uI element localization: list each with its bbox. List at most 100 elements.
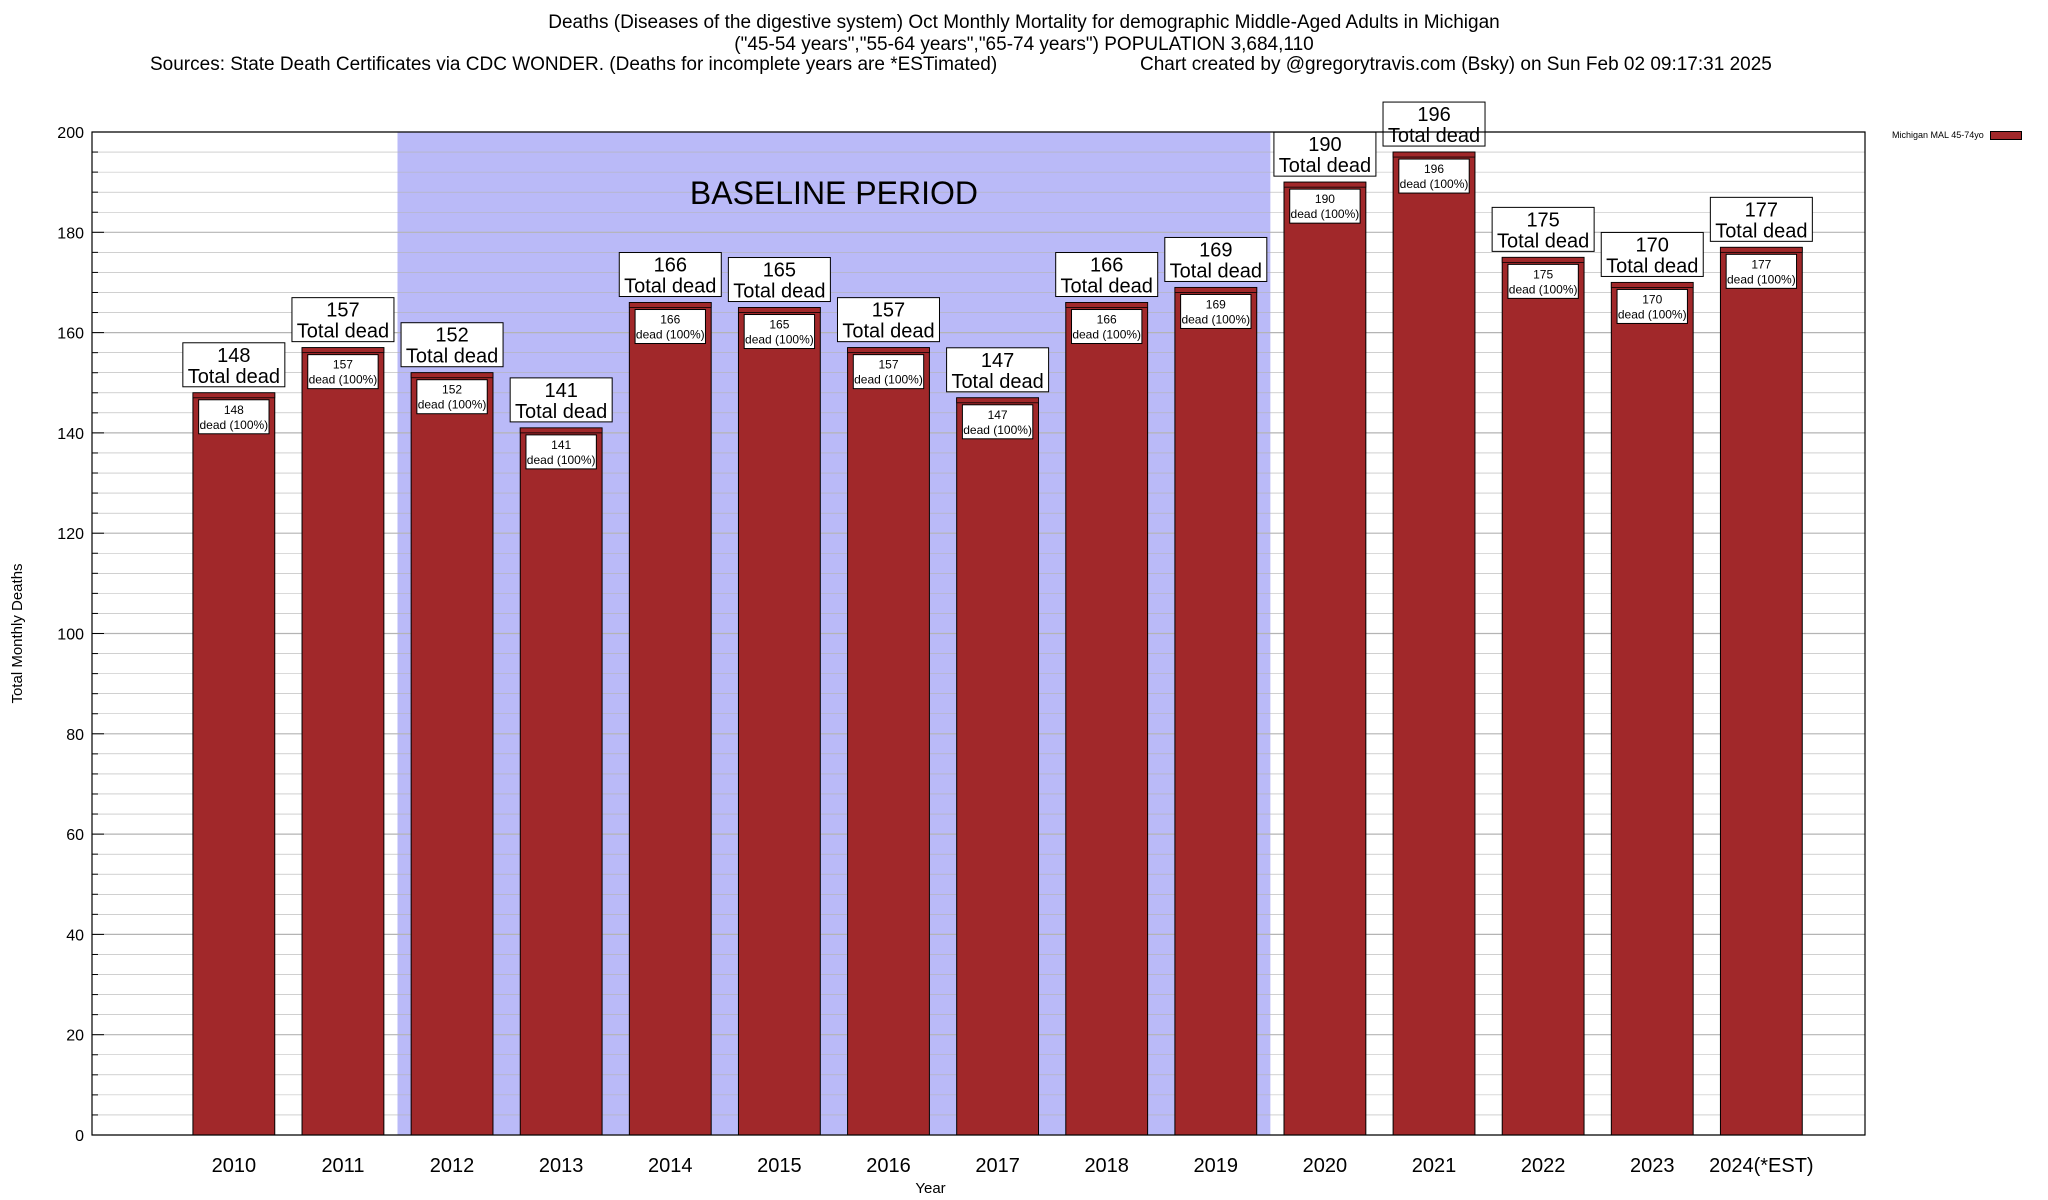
total-value-label: 165 [763, 260, 796, 282]
bar [192, 392, 276, 1136]
total-text-label: Total dead [1497, 230, 1589, 252]
inner-label-box [1725, 253, 1798, 289]
inner-label-box [198, 399, 270, 435]
inner-percent-label: dead (100%) [636, 328, 705, 342]
bar-cap [410, 372, 494, 379]
bar [1501, 256, 1585, 1136]
inner-percent-label: dead (100%) [854, 373, 923, 387]
inner-value-label: 166 [1097, 313, 1117, 327]
bar-cap [301, 347, 385, 354]
y-tick-label: 20 [66, 1028, 84, 1045]
total-text-label: Total dead [733, 281, 825, 303]
total-text-label: Total dead [624, 276, 716, 298]
inner-value-label: 157 [878, 358, 898, 372]
inner-label-box [634, 309, 706, 345]
total-value-label: 169 [1199, 239, 1232, 261]
chart-title: Deaths (Diseases of the digestive system… [0, 12, 2048, 56]
inner-label-box [1507, 263, 1579, 299]
total-label-box [1055, 252, 1159, 298]
bar-cap [192, 392, 276, 399]
inner-value-label: 148 [224, 403, 244, 417]
bar-cap [1174, 287, 1258, 293]
x-tick-label: 2013 [539, 1155, 584, 1177]
inner-value-label: 166 [660, 313, 680, 327]
bar-cap [738, 307, 821, 313]
total-text-label: Total dead [1606, 255, 1698, 277]
bar [519, 427, 603, 1136]
total-text-label: Total dead [1388, 125, 1480, 147]
total-label-box [946, 347, 1050, 393]
inner-percent-label: dead (100%) [963, 423, 1032, 437]
x-tick-label: 2014 [648, 1155, 693, 1177]
y-tick-label: 60 [66, 827, 84, 844]
y-tick-label: 200 [57, 125, 84, 142]
total-label-box [1600, 231, 1704, 277]
bar-cap [1501, 256, 1585, 263]
total-value-label: 147 [981, 350, 1014, 372]
legend-swatch [1989, 130, 2022, 140]
x-tick-label: 2019 [1194, 1155, 1239, 1177]
inner-value-label: 170 [1642, 292, 1662, 306]
inner-percent-label: dead (100%) [1509, 282, 1578, 296]
y-tick-label: 120 [57, 526, 84, 543]
inner-percent-label: dead (100%) [1181, 312, 1250, 326]
x-tick-label: 2012 [430, 1155, 475, 1177]
inner-label-box [1398, 158, 1470, 194]
inner-percent-label: dead (100%) [199, 418, 268, 432]
inner-value-label: 190 [1315, 192, 1335, 206]
bar [1174, 286, 1258, 1136]
total-value-label: 157 [326, 300, 359, 322]
inner-percent-label: dead (100%) [1291, 207, 1360, 221]
total-label-box [1709, 196, 1813, 242]
bar [1065, 302, 1149, 1136]
y-tick-label: 100 [57, 627, 84, 644]
inner-value-label: 147 [988, 408, 1008, 422]
bar [301, 347, 385, 1136]
inner-label-box [1180, 293, 1252, 329]
bar-cap [1610, 282, 1694, 288]
total-text-label: Total dead [1279, 155, 1371, 177]
baseline-label: BASELINE PERIOD [690, 175, 978, 211]
inner-label-box [525, 434, 597, 470]
inner-label-box [416, 379, 488, 415]
inner-label-box [961, 404, 1034, 440]
inner-value-label: 196 [1424, 162, 1444, 176]
x-tick-label: 2022 [1521, 1155, 1566, 1177]
y-tick-label: 140 [57, 426, 84, 443]
bar-cap [1392, 151, 1476, 158]
plot-frame [91, 131, 1866, 1136]
subtitle-row: Sources: State Death Certificates via CD… [0, 54, 2048, 120]
total-label-box [400, 322, 504, 368]
bar [1719, 246, 1803, 1136]
total-value-label: 170 [1636, 234, 1669, 256]
inner-percent-label: dead (100%) [1072, 328, 1141, 342]
legend-label: Michigan MAL 45-74yo [1892, 130, 1984, 140]
bar [628, 302, 712, 1136]
inner-percent-label: dead (100%) [1618, 307, 1687, 321]
total-value-label: 177 [1745, 199, 1778, 221]
total-label-box [1164, 236, 1268, 282]
total-text-label: Total dead [951, 371, 1043, 393]
inner-percent-label: dead (100%) [309, 373, 378, 387]
bar [956, 397, 1040, 1136]
y-tick-label: 80 [66, 727, 84, 744]
total-label-box [509, 377, 613, 423]
inner-value-label: 165 [769, 318, 789, 332]
total-value-label: 152 [435, 325, 468, 347]
inner-label-box [307, 354, 379, 390]
inner-label-box [1071, 309, 1143, 345]
bar [1610, 281, 1694, 1136]
inner-label-box [852, 354, 925, 390]
x-tick-label: 2011 [321, 1155, 364, 1177]
bar [847, 347, 930, 1136]
inner-value-label: 157 [333, 358, 353, 372]
inner-value-label: 152 [442, 383, 462, 397]
bar-cap [628, 302, 712, 308]
inner-label-box [743, 314, 816, 350]
legend: Michigan MAL 45-74yo [1892, 130, 2022, 140]
x-tick-label: 2020 [1303, 1155, 1348, 1177]
y-tick-label: 0 [75, 1128, 84, 1145]
total-label-box [1273, 131, 1377, 177]
bar [1392, 151, 1476, 1136]
